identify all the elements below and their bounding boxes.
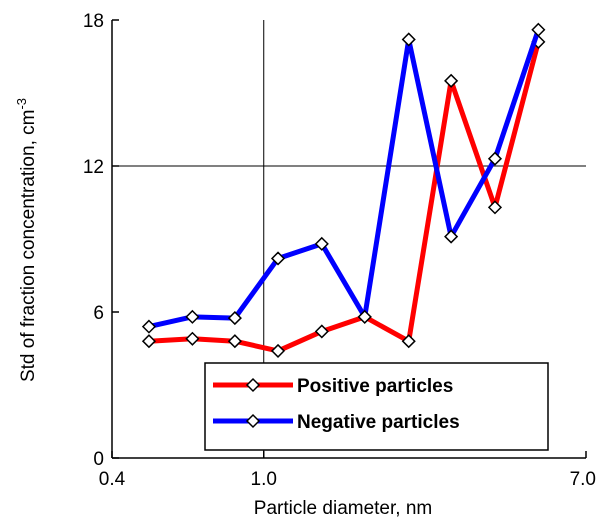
data-point-marker — [270, 343, 286, 358]
data-point-marker — [314, 236, 329, 251]
legend: Positive particles Negative particles — [204, 362, 549, 451]
legend-swatch-marker — [245, 377, 261, 393]
data-point-marker — [487, 151, 503, 166]
y-axis-title-text: Std of fraction concentration, cm — [18, 110, 39, 382]
y-tick-label: 6 — [93, 303, 104, 324]
data-point-marker — [141, 319, 157, 334]
data-point-marker — [185, 331, 200, 346]
y-tick-label: 0 — [93, 449, 104, 470]
y-tick-label: 18 — [83, 11, 104, 32]
axes-layer — [111, 19, 587, 459]
series-layer — [141, 22, 546, 358]
data-point-marker — [227, 311, 242, 326]
data-point-marker — [357, 309, 372, 324]
data-point-marker — [141, 334, 157, 349]
y-axis-title: Std of fraction concentration, cm-3 — [14, 98, 39, 382]
legend-box — [204, 362, 549, 451]
data-point-marker — [444, 73, 459, 88]
series-line-2 — [148, 28, 541, 330]
y-tick-label: 12 — [83, 157, 104, 178]
data-point-marker — [531, 22, 546, 37]
data-point-marker — [185, 309, 200, 324]
data-point-marker — [270, 251, 286, 266]
x-axis-title: Particle diameter, nm — [254, 498, 432, 519]
series-line-1 — [148, 41, 541, 354]
legend-swatch-marker — [245, 413, 261, 429]
data-point-marker — [314, 324, 329, 339]
data-point-marker — [401, 32, 416, 47]
x-tick-label: 0.4 — [99, 469, 126, 490]
data-point-marker — [487, 200, 503, 215]
tick-labels: 0 6 12 18 0.4 1.0 7.0 — [83, 11, 596, 490]
x-tick-label: 1.0 — [251, 469, 277, 490]
legend-label: Positive particles — [297, 376, 453, 397]
y-axis-title-exponent: -3 — [14, 98, 29, 110]
data-point-marker — [444, 229, 459, 244]
data-point-marker — [401, 334, 416, 349]
legend-label: Negative particles — [297, 412, 460, 433]
data-point-marker — [227, 334, 242, 349]
x-tick-label: 7.0 — [570, 469, 596, 490]
